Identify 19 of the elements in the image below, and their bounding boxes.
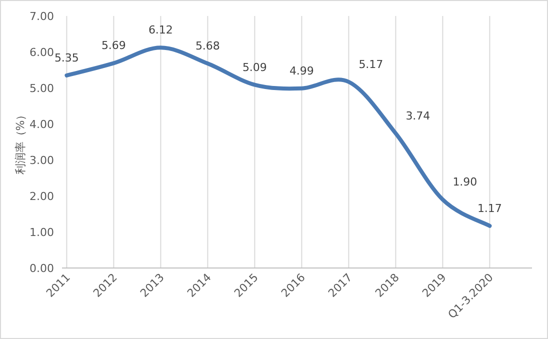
y-tick-label: 0.00 [30,262,54,275]
y-tick-label: 2.00 [30,190,54,203]
y-tick-label: 6.00 [30,46,54,59]
data-label: 4.99 [289,64,314,78]
data-label: 5.09 [242,60,267,74]
y-tick-label: 1.00 [30,226,54,239]
data-label: 1.17 [477,202,502,215]
y-tick-label: 5.00 [30,82,54,95]
data-label: 3.74 [406,109,430,122]
data-label: 6.12 [148,24,173,37]
data-label: 5.17 [358,58,384,71]
data-label: 5.68 [195,40,220,53]
y-tick-label: 3.00 [30,154,54,167]
y-axis-title: 利润率（%） [14,109,27,175]
y-tick-label: 7.00 [30,10,54,23]
data-label: 5.35 [54,51,79,64]
data-label: 5.69 [101,39,126,52]
data-label: 1.90 [452,176,478,189]
y-tick-label: 4.00 [30,118,54,131]
